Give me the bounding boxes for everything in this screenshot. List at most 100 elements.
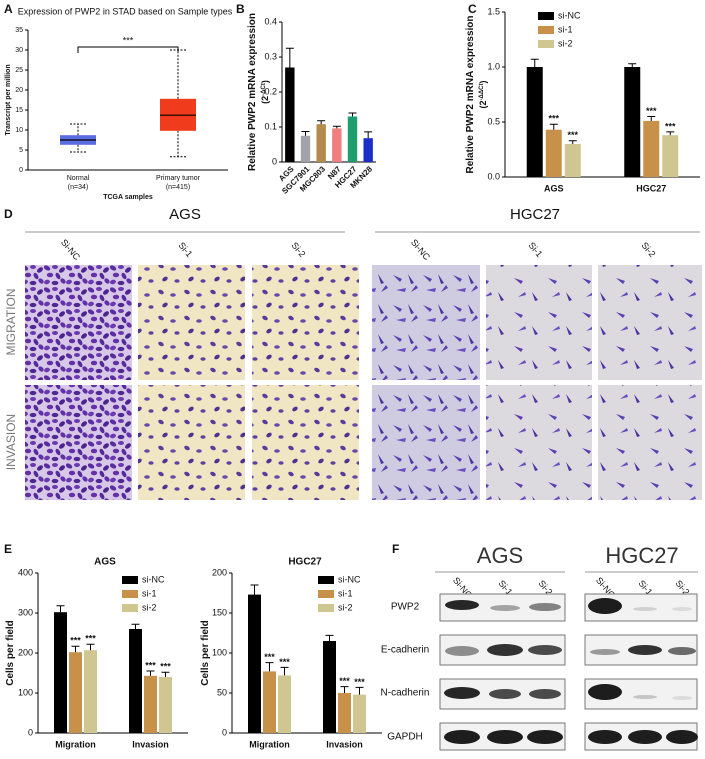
assay-label: MIGRATION	[4, 288, 18, 355]
y-label-text: Cells per field	[5, 620, 16, 686]
y-axis-label: Transcript per million	[5, 64, 12, 135]
y-tick-label: 200	[212, 567, 227, 577]
unit-base: (2	[260, 96, 270, 104]
y-axis-label: Relative PWP2 mRNA expression	[465, 15, 476, 173]
panel-label: B	[236, 2, 245, 16]
y-tick-label: 10	[15, 127, 23, 134]
significance-label: ***	[339, 676, 350, 686]
chart: 0 0.1 0.2 0.3 0.4 Relative PWP2 mRNA expressi…	[247, 13, 376, 196]
micrograph-panel: AGS HGC27 Si-NC Si-1 Si-2 Si-NC Si-1 Si-…	[4, 206, 702, 500]
legend-label: si-2	[142, 602, 157, 612]
legend-label: si-2	[338, 602, 353, 612]
whisker-low	[70, 144, 86, 153]
sample-size: (n=34)	[68, 184, 88, 191]
bar	[129, 629, 142, 733]
significance-label: ***	[145, 660, 156, 670]
cell-line-label: AGS	[477, 543, 523, 568]
y-tick-label: 15	[15, 107, 23, 114]
significance-label: ***	[354, 677, 365, 687]
y-axis-label: Relative PWP2 mRNA expression	[247, 13, 258, 171]
bar	[332, 128, 342, 162]
y-tick-label: 0	[222, 727, 227, 737]
protein-label: E-cadherin	[381, 645, 429, 656]
chart: HGC27 0 50 100 150 200 Cells per field Migratio…	[200, 557, 382, 749]
legend-swatch	[122, 590, 138, 598]
bar	[144, 675, 157, 733]
micrograph	[252, 385, 359, 500]
y-axis-label: Cells per field	[200, 620, 211, 686]
protein-label: GAPDH	[387, 732, 423, 743]
significance-label: ***	[123, 35, 134, 45]
whisker-high	[170, 49, 186, 99]
x-tick-label: Normal	[67, 175, 90, 182]
y-tick-label: 5	[19, 147, 23, 154]
x-tick-label: Migration	[55, 739, 96, 749]
y-tick-label: 25	[15, 67, 23, 74]
legend-label: si-NC	[142, 574, 165, 584]
y-tick-label: 1.5	[487, 6, 500, 16]
protein-label: PWP2	[391, 602, 420, 613]
condition-label: Si-1	[177, 240, 195, 259]
bar	[353, 694, 366, 733]
legend-label: si-NC	[338, 574, 361, 584]
micrograph	[252, 265, 359, 380]
significance-label: ***	[264, 652, 275, 662]
significance-label: ***	[548, 114, 559, 124]
error-bar	[348, 112, 357, 117]
unit-close: )	[260, 80, 270, 83]
chart-title: Expression of PWP2 in STAD based on Samp…	[18, 6, 233, 16]
legend-label: si-NC	[558, 10, 581, 20]
micrograph	[372, 265, 480, 380]
bar	[248, 594, 261, 733]
legend-swatch	[538, 12, 554, 20]
bar	[662, 135, 679, 177]
condition-label: Si-1	[527, 240, 545, 259]
y-tick-label: 0	[272, 156, 277, 166]
bar	[285, 67, 295, 162]
bar	[564, 144, 581, 177]
cell-line-label: AGS	[169, 206, 201, 223]
bar	[54, 612, 67, 733]
error-bar	[161, 671, 170, 677]
error-bar	[332, 125, 341, 129]
significance-bracket	[77, 46, 179, 53]
unit-exponent: -ΔΔCt	[479, 84, 485, 101]
bar	[363, 138, 373, 162]
panel-label: D	[4, 207, 13, 221]
error-bar	[647, 116, 656, 121]
sample-size: (n=415)	[166, 184, 190, 191]
micrograph	[486, 385, 592, 500]
y-axis-unit: (2-ΔCt)	[260, 80, 270, 104]
error-bar	[285, 47, 294, 68]
condition-label: Si-NC	[59, 237, 82, 262]
error-bar	[666, 131, 675, 136]
whisker-low	[170, 130, 186, 158]
error-bar	[265, 662, 274, 672]
legend-label: si-2	[558, 38, 573, 48]
legend-swatch	[122, 604, 138, 612]
y-tick-label: 20	[15, 87, 23, 94]
legend-swatch	[538, 40, 554, 48]
y-tick-label: 35	[15, 27, 23, 34]
x-axis-label: TCGA samples	[103, 194, 153, 201]
error-bar	[364, 131, 373, 139]
legend-swatch	[122, 576, 138, 584]
y-axis-label: Cells per field	[5, 620, 16, 686]
error-bar	[549, 123, 558, 130]
bar	[526, 67, 543, 177]
error-bar	[131, 623, 140, 629]
significance-label: ***	[70, 636, 81, 646]
significance-label: ***	[160, 662, 171, 672]
cell-line-label: HGC27	[510, 206, 560, 223]
panel-label: F	[392, 542, 399, 556]
whisker-high	[70, 123, 86, 136]
panel-label: E	[4, 542, 12, 556]
y-tick-label: 400	[18, 567, 33, 577]
y-tick-label: 100	[212, 647, 227, 657]
unit-exponent: -ΔCt	[261, 83, 267, 96]
unit-base: (2	[478, 100, 488, 108]
y-tick-label: 0.1	[264, 121, 277, 131]
y-label-text: Relative PWP2 mRNA expression	[465, 15, 476, 173]
y-tick-label: 0	[28, 727, 33, 737]
legend-label: si-1	[142, 588, 157, 598]
